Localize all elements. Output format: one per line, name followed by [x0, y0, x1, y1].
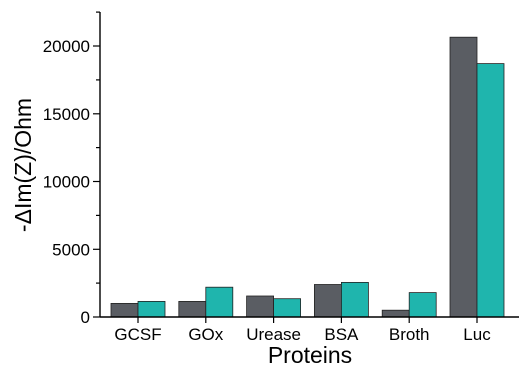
y-tick-label: 20000	[43, 37, 90, 56]
bar-broth-series-2	[408, 292, 437, 318]
y-tick-label: 15000	[43, 105, 90, 124]
bar-bsa-series-2	[340, 281, 369, 318]
bar-gcsf-series-2	[137, 300, 166, 318]
x-tick-label: Broth	[389, 325, 430, 344]
bars-group	[110, 36, 505, 318]
bar-gcsf-series-1	[110, 302, 139, 318]
y-tick-label: 5000	[52, 240, 90, 259]
bar-bsa-series-1	[313, 284, 342, 318]
y-ticks-group: 0 5000 10000 15000 20000	[43, 11, 100, 327]
x-tick-label: Urease	[246, 325, 301, 344]
bar-gox-series-2	[205, 286, 234, 318]
y-axis-title: -ΔIm(Z)/Ohm	[10, 98, 36, 232]
x-axis-title: Proteins	[268, 342, 352, 368]
bar-urease-series-1	[246, 295, 275, 318]
y-tick-label: 10000	[43, 173, 90, 192]
bar-luc-series-1	[449, 36, 478, 318]
x-ticks-group: GCSF GOx Urease BSA Broth Luc	[114, 317, 491, 344]
x-tick-label: GOx	[188, 325, 223, 344]
bar-gox-series-1	[178, 300, 207, 318]
x-tick-label: GCSF	[114, 325, 161, 344]
y-tick-label: 0	[81, 308, 90, 327]
bar-urease-series-2	[273, 298, 302, 318]
bar-broth-series-1	[381, 309, 410, 318]
x-tick-label: Luc	[463, 325, 491, 344]
axes-group	[99, 12, 519, 318]
x-tick-label: BSA	[324, 325, 359, 344]
bar-luc-series-2	[476, 63, 505, 318]
